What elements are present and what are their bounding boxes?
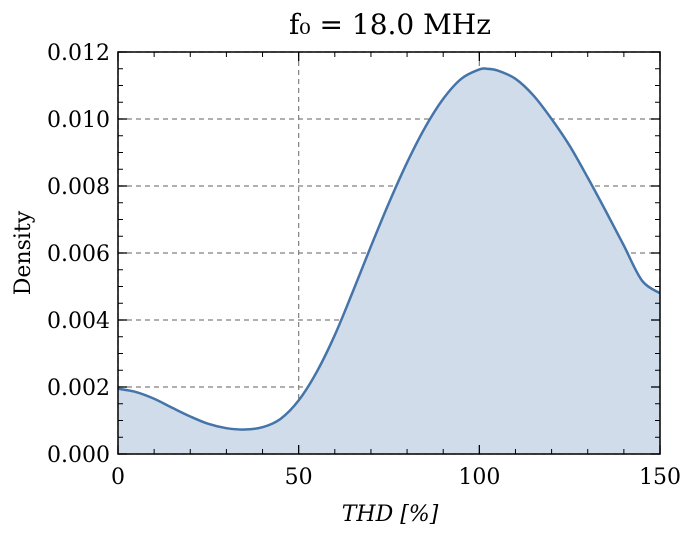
x-tick-label: 0 — [111, 465, 125, 490]
y-tick-label: 0.010 — [47, 108, 110, 133]
tick-labels: 0 50 100 150 0.000 0.002 0.004 0.006 0.008 0.010 0… — [47, 41, 681, 490]
y-tick-label: 0.006 — [47, 242, 110, 267]
y-axis-label: Density — [11, 210, 36, 295]
y-tick-label: 0.004 — [47, 309, 110, 334]
x-tick-label: 150 — [639, 465, 681, 490]
density-line — [117, 67, 661, 431]
y-tick-label: 0.002 — [47, 376, 110, 401]
y-tick-label: 0.008 — [47, 175, 110, 200]
y-tick-label: 0.000 — [47, 443, 110, 468]
density-area — [118, 68, 660, 454]
y-tick-label: 0.012 — [47, 41, 110, 66]
chart-title: f₀ = 18.0 MHz — [289, 8, 491, 41]
x-axis-label: THD [%] — [342, 502, 439, 527]
x-tick-label: 50 — [285, 465, 313, 490]
axis-ticks — [117, 51, 661, 455]
x-tick-label: 100 — [458, 465, 500, 490]
